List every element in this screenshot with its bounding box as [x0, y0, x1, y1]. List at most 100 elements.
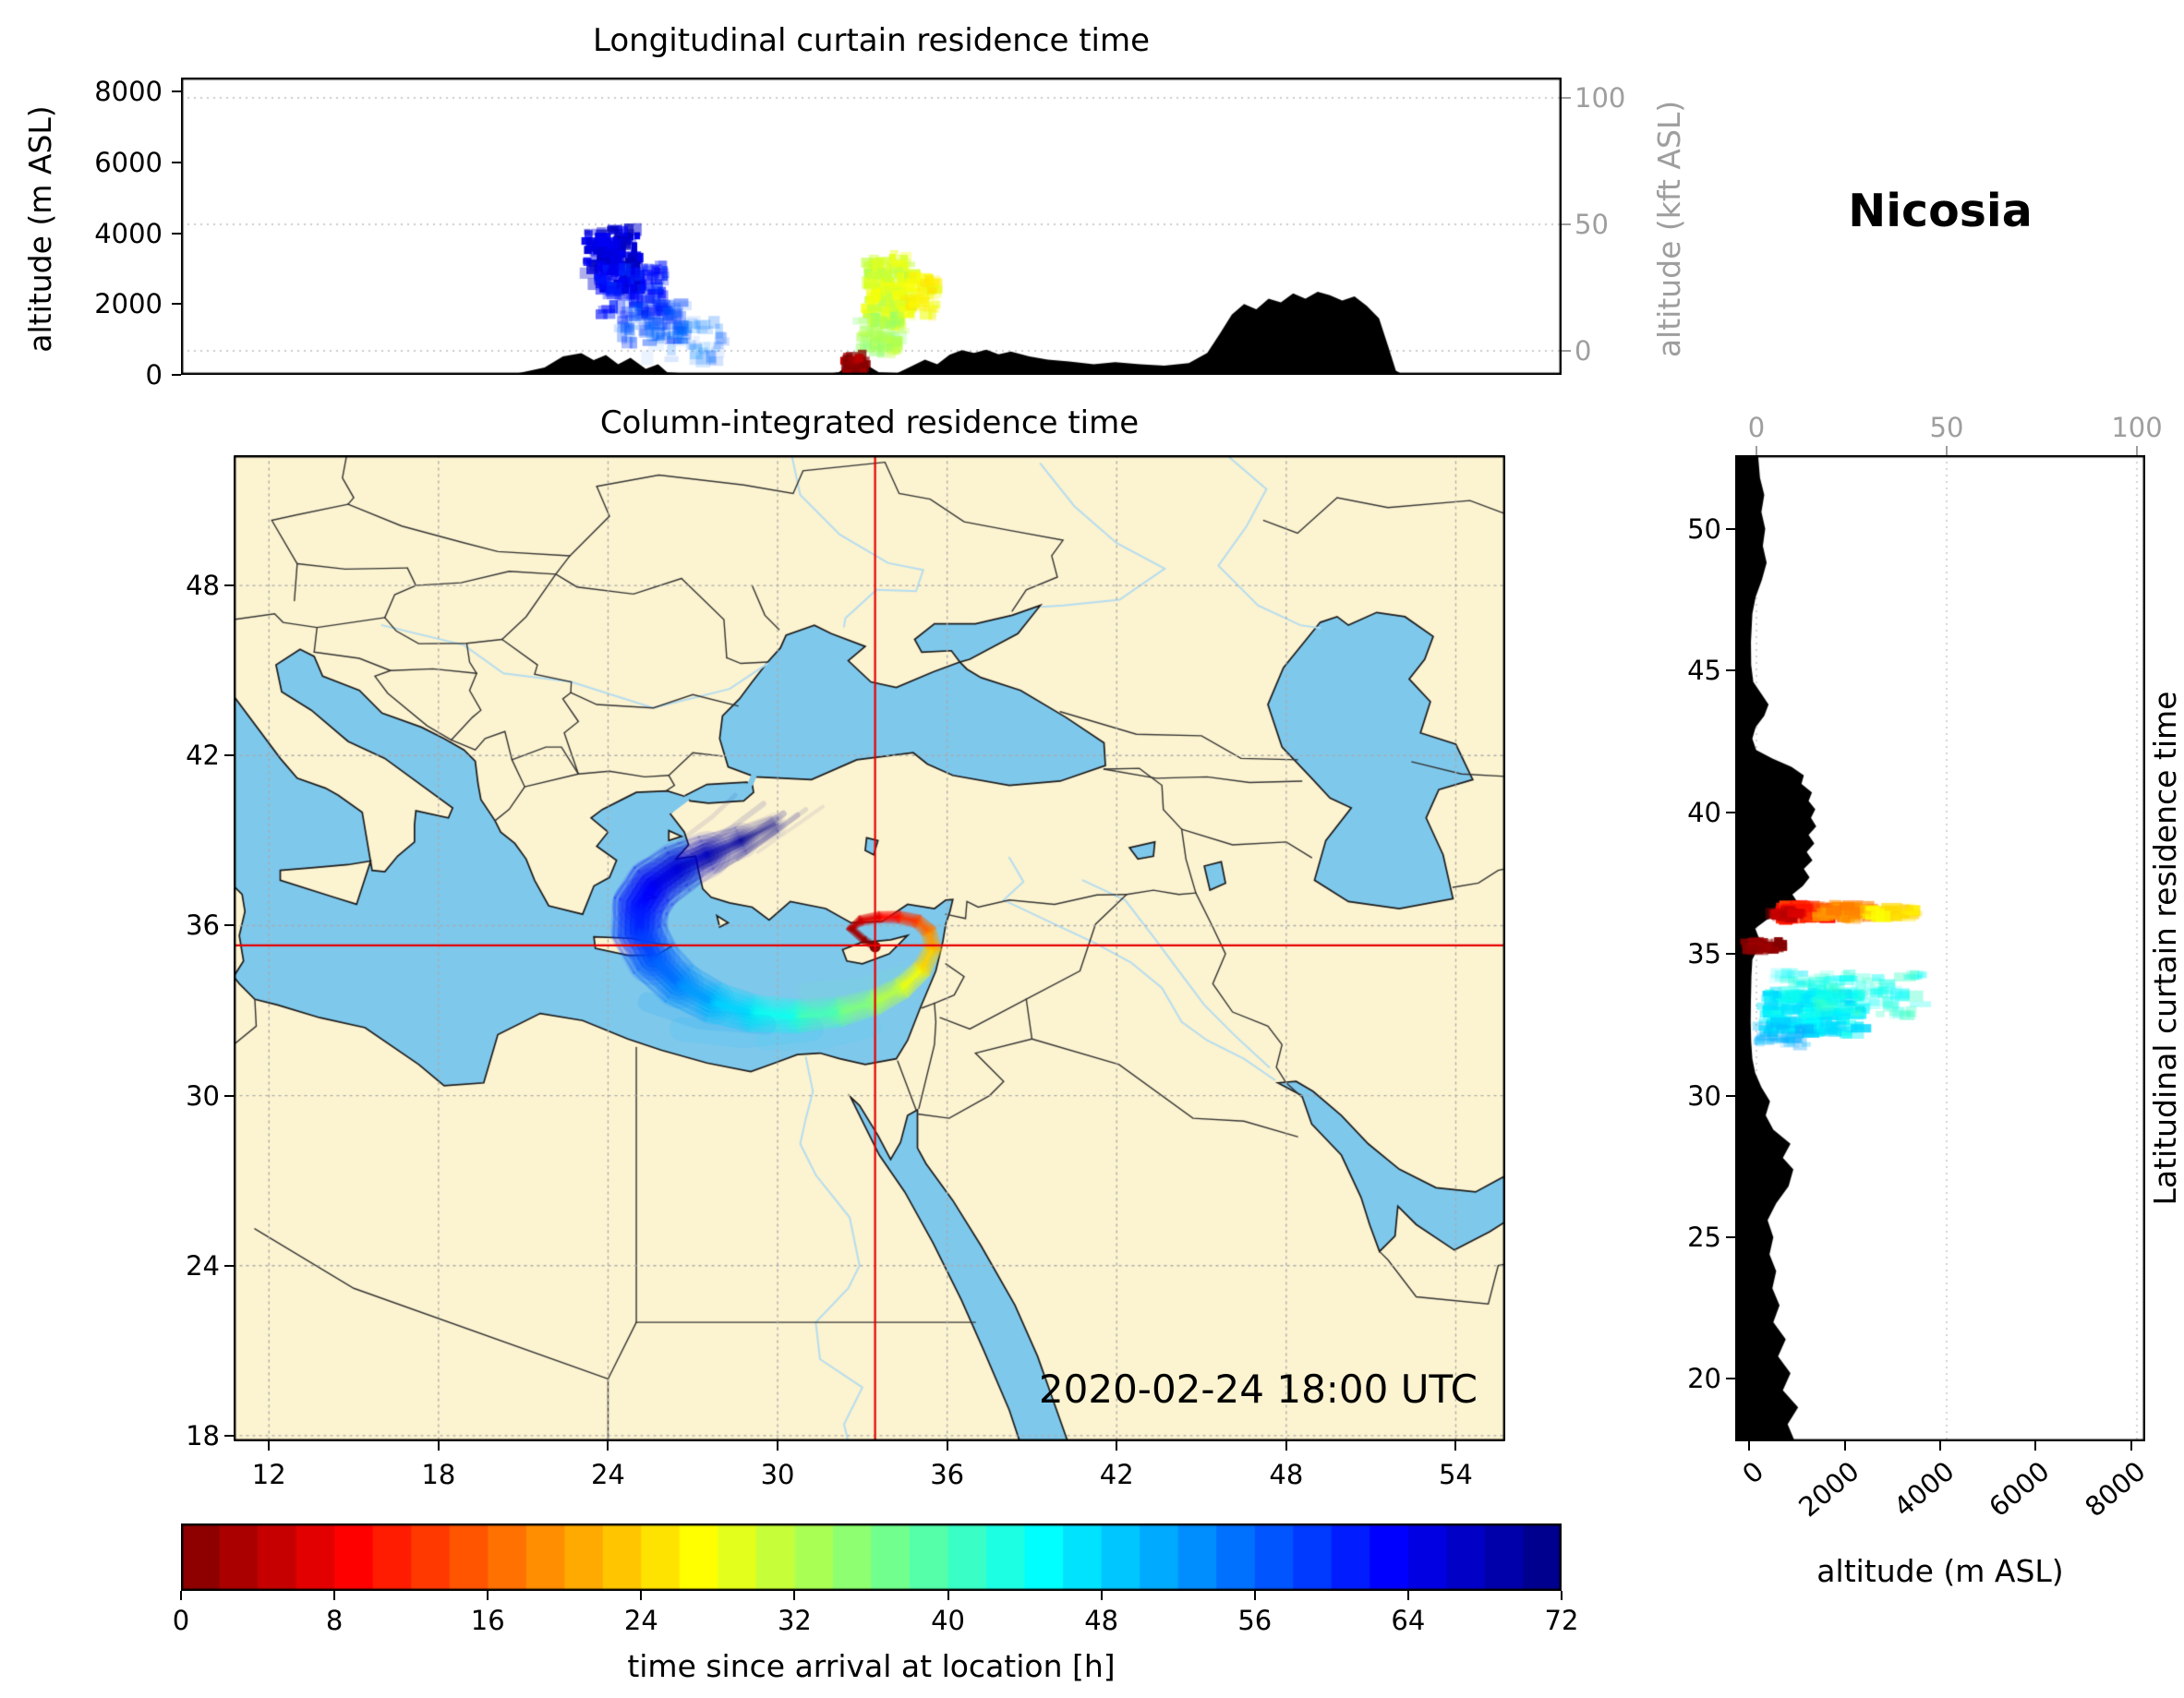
colorbar-tick-label: 40	[931, 1605, 965, 1636]
map-x-tick-label: 18	[421, 1459, 456, 1490]
right-kft-tick-mark	[1946, 446, 1948, 455]
right-y-tick-label: 40	[1687, 796, 1721, 828]
top-y-tick-mark	[172, 162, 181, 163]
colorbar-tick-mark	[487, 1591, 489, 1600]
map-x-tick-label: 48	[1269, 1459, 1304, 1490]
colorbar-tick-label: 72	[1544, 1605, 1579, 1636]
longitudinal-curtain-canvas	[181, 78, 1562, 375]
right-x-tick-label: 4000	[1888, 1455, 1961, 1523]
right-x-tick-mark	[1939, 1441, 1941, 1451]
right-x-tick-label: 0	[1736, 1455, 1770, 1490]
right-kft-tick-label: 50	[1929, 412, 1964, 443]
map-y-tick-mark	[224, 1264, 234, 1267]
right-y-tick-mark	[1726, 527, 1735, 530]
map-x-tick-label: 42	[1099, 1459, 1134, 1490]
colorbar-tick-mark	[1561, 1591, 1563, 1600]
map-y-tick-label: 48	[186, 570, 220, 602]
map-x-tick-mark	[268, 1441, 271, 1451]
map-y-tick-label: 24	[186, 1249, 220, 1282]
right-y-tick-mark	[1726, 669, 1735, 672]
map-x-tick-mark	[1285, 1441, 1287, 1451]
right-x-tick-mark	[2034, 1441, 2037, 1451]
station-title: Nicosia	[1848, 185, 2033, 237]
top-kft-tick-label: 0	[1575, 335, 1592, 367]
colorbar-tick-label: 48	[1084, 1605, 1119, 1636]
top-y-tick-mark	[172, 374, 181, 376]
map-x-tick-label: 36	[930, 1459, 965, 1490]
top-left-axis-label: altitude (m ASL)	[22, 105, 58, 353]
map-y-tick-mark	[224, 1094, 234, 1097]
top-panel-title: Longitudinal curtain residence time	[592, 22, 1151, 59]
top-y-tick-mark	[172, 303, 181, 306]
right-y-tick-label: 35	[1687, 938, 1721, 970]
colorbar-tick-label: 32	[777, 1605, 812, 1636]
map-x-tick-mark	[1116, 1441, 1118, 1451]
right-y-tick-label: 45	[1687, 655, 1721, 687]
right-y-tick-label: 25	[1687, 1222, 1721, 1254]
map-x-tick-label: 54	[1438, 1459, 1473, 1490]
map-x-tick-label: 24	[590, 1459, 625, 1490]
map-title: Column-integrated residence time	[599, 404, 1140, 441]
right-x-tick-label: 2000	[1792, 1455, 1865, 1523]
top-y-tick-mark	[172, 232, 181, 235]
map-x-tick-mark	[437, 1441, 440, 1451]
top-kft-tick-mark	[1562, 350, 1571, 352]
right-panel-side-label: Latitudinal curtain residence time	[2147, 691, 2183, 1206]
top-y-tick-label: 6000	[94, 147, 163, 178]
map-y-tick-label: 30	[186, 1079, 220, 1112]
map-y-tick-mark	[224, 754, 234, 757]
right-y-tick-mark	[1726, 1378, 1735, 1380]
colorbar-tick-mark	[1253, 1591, 1256, 1600]
colorbar-tick-label: 56	[1237, 1605, 1273, 1636]
right-y-tick-label: 30	[1687, 1079, 1721, 1112]
map-x-tick-mark	[946, 1441, 948, 1451]
top-y-tick-mark	[172, 90, 181, 93]
right-panel-xlabel: altitude (m ASL)	[1816, 1553, 2064, 1589]
top-y-tick-label: 0	[145, 359, 163, 391]
colorbar-tick-mark	[180, 1591, 182, 1600]
map-canvas	[234, 455, 1505, 1441]
top-kft-tick-label: 100	[1575, 82, 1626, 114]
right-kft-tick-label: 0	[1747, 412, 1766, 443]
right-y-tick-mark	[1726, 953, 1735, 956]
map-x-tick-mark	[607, 1441, 609, 1451]
map-timestamp: 2020-02-24 18:00 UTC	[1038, 1367, 1478, 1412]
right-x-tick-label: 8000	[2078, 1455, 2152, 1523]
colorbar-tick-label: 8	[325, 1605, 344, 1636]
top-y-tick-label: 2000	[94, 288, 163, 320]
map-y-tick-mark	[224, 584, 234, 587]
top-y-tick-label: 4000	[94, 217, 163, 249]
top-y-tick-label: 8000	[94, 76, 163, 108]
colorbar-label: time since arrival at location [h]	[627, 1648, 1116, 1684]
right-x-tick-label: 6000	[1983, 1455, 2057, 1523]
right-x-tick-mark	[1843, 1441, 1846, 1451]
map-y-tick-mark	[224, 924, 234, 927]
right-y-tick-label: 20	[1687, 1363, 1721, 1395]
right-y-tick-mark	[1726, 811, 1735, 813]
colorbar-tick-label: 0	[172, 1605, 190, 1636]
right-y-tick-label: 50	[1687, 512, 1721, 545]
top-kft-tick-label: 50	[1575, 209, 1609, 240]
colorbar-tick-mark	[1406, 1591, 1409, 1600]
right-y-tick-mark	[1726, 1236, 1735, 1239]
map-y-tick-mark	[224, 1434, 234, 1437]
colorbar-canvas	[181, 1523, 1562, 1591]
right-kft-tick-label: 100	[2111, 412, 2163, 443]
map-x-tick-mark	[777, 1441, 779, 1451]
colorbar-tick-mark	[947, 1591, 949, 1600]
colorbar-tick-mark	[333, 1591, 336, 1600]
colorbar-tick-mark	[1100, 1591, 1103, 1600]
right-kft-tick-mark	[2136, 446, 2138, 455]
top-kft-tick-mark	[1562, 97, 1571, 99]
latitudinal-curtain-canvas	[1735, 455, 2145, 1441]
colorbar-tick-label: 24	[623, 1605, 658, 1636]
right-kft-tick-mark	[1756, 446, 1757, 455]
right-x-tick-mark	[2130, 1441, 2132, 1451]
colorbar-tick-label: 64	[1391, 1605, 1426, 1636]
map-y-tick-label: 18	[186, 1419, 220, 1451]
colorbar-tick-mark	[793, 1591, 796, 1600]
map-y-tick-label: 36	[186, 909, 220, 942]
map-x-tick-mark	[1454, 1441, 1457, 1451]
map-x-tick-label: 30	[760, 1459, 795, 1490]
